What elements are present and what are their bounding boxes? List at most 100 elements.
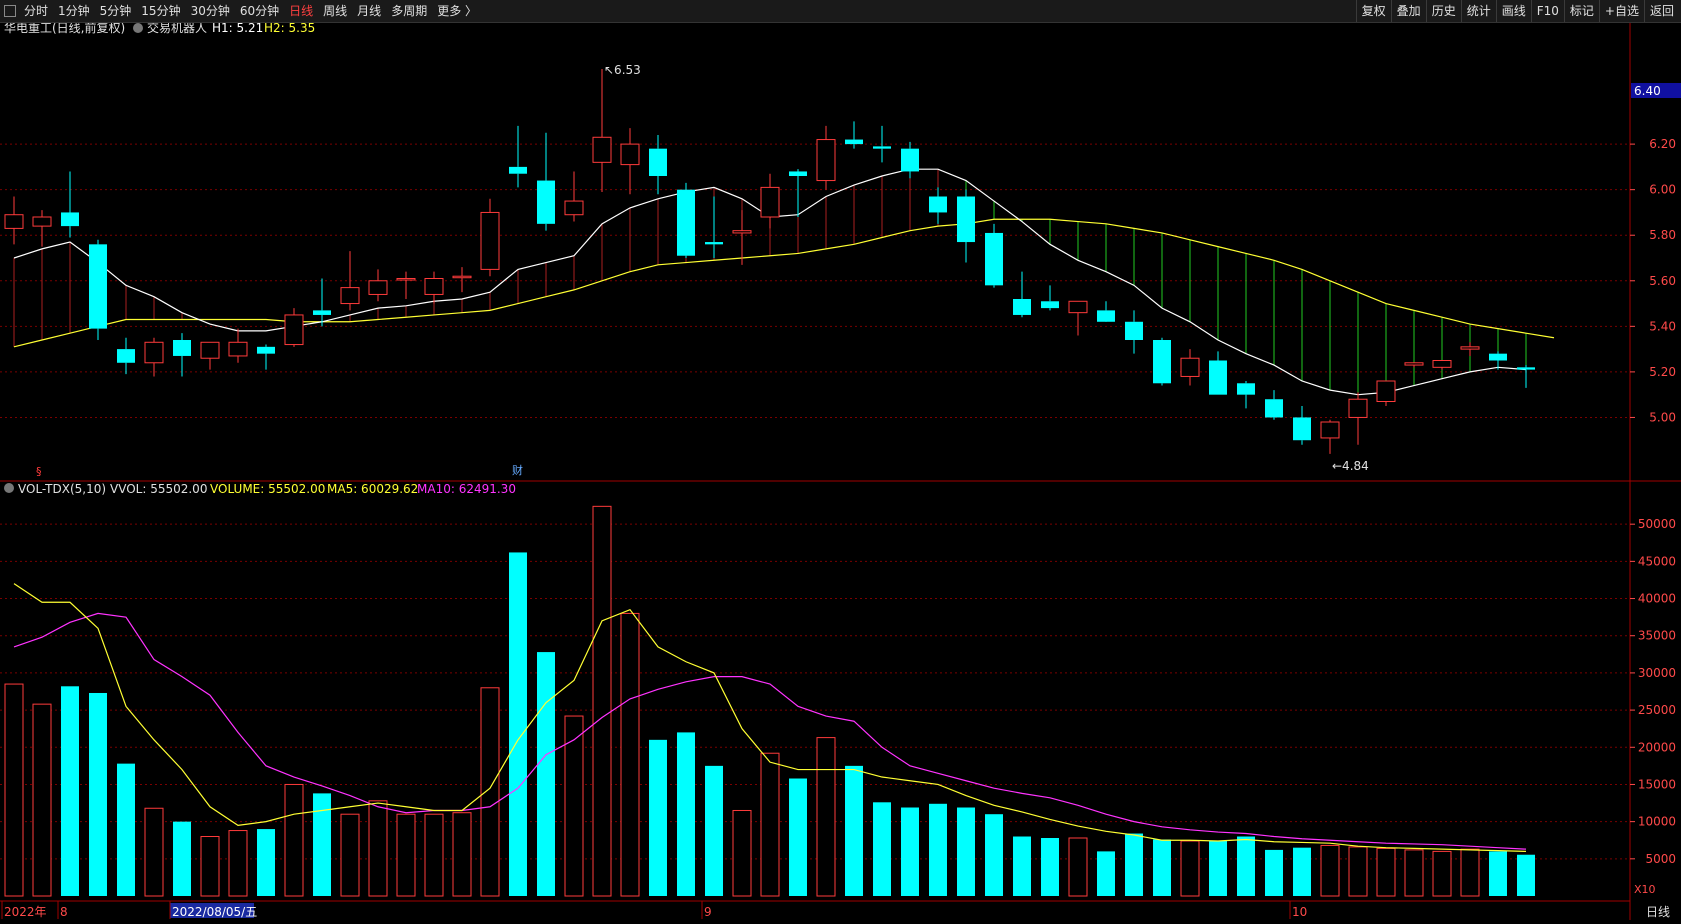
kline-chart[interactable]: 5.00 5.20 5.40 5.60 5.80 6.00 6.20 5000 10000 150… [0, 20, 1681, 920]
time-label: 2022年 [4, 905, 47, 919]
toolbar-button[interactable]: 复权 [1355, 0, 1391, 22]
volume-tick-label: 30000 [1638, 666, 1676, 680]
vvol-value: VVOL: 55502.00 [110, 482, 207, 496]
period-tab[interactable]: 更多 〉 [437, 4, 478, 18]
volume-value: VOLUME: 55502.00 [210, 482, 325, 496]
period-tab[interactable]: 月线 [357, 4, 382, 18]
indicator-dropdown-icon [133, 23, 143, 33]
chart-area[interactable]: 5.00 5.20 5.40 5.60 5.80 6.00 6.20 5000 10000 150… [0, 20, 1681, 924]
volume-bar [32, 703, 52, 897]
candle-body [1153, 340, 1171, 384]
candle-body [1013, 299, 1031, 315]
toolbar-button[interactable]: 统计 [1460, 0, 1496, 22]
period-tab[interactable]: 周线 [323, 4, 348, 18]
period-label: 日线 [1646, 905, 1670, 919]
period-tab[interactable]: 15分钟 [141, 4, 181, 18]
volume-tick-label: 50000 [1638, 517, 1676, 531]
toolbar-button[interactable]: 历史 [1425, 0, 1461, 22]
volume-bar [732, 809, 752, 897]
candle-body [1097, 310, 1115, 322]
volume-bar [228, 830, 248, 897]
candle-body [1237, 383, 1255, 395]
volume-bar [1404, 849, 1424, 897]
volume-bar [677, 732, 695, 896]
volume-bar [1097, 851, 1115, 896]
volume-bar [537, 652, 555, 896]
candle-body [4, 214, 24, 229]
volume-bar [985, 814, 1003, 896]
toolbar-button[interactable]: 标记 [1563, 0, 1599, 22]
volume-bar [1153, 839, 1171, 896]
period-tab[interactable]: 60分钟 [239, 4, 280, 18]
vol-ma10-line [13, 612, 1527, 850]
volume-bar [480, 687, 500, 897]
candle-body [1265, 399, 1283, 418]
volume-bar [313, 793, 331, 896]
candle-body [1293, 417, 1311, 441]
volume-bar [1376, 847, 1396, 897]
candle-body [368, 280, 388, 295]
candle-body [1404, 362, 1424, 366]
volume-bar [705, 765, 723, 896]
h1-value: H1: 5.21 [212, 23, 263, 35]
period-tab[interactable]: 1分钟 [58, 4, 90, 18]
volume-bar [284, 783, 304, 897]
time-label: 10 [1292, 905, 1307, 919]
candle-body [313, 310, 331, 315]
volume-bar [929, 803, 947, 896]
candle-body [340, 287, 360, 305]
candle-body [620, 143, 640, 166]
fin-badge: 财 [512, 463, 523, 477]
candle-body [816, 139, 836, 182]
volume-bar [845, 765, 863, 896]
candle-body [1041, 301, 1059, 309]
candle-body [873, 146, 891, 149]
candle-body [1432, 360, 1452, 368]
volume-bar [396, 813, 416, 897]
volume-bar [200, 836, 220, 897]
volume-bar [117, 763, 135, 896]
volume-bar [452, 812, 472, 897]
volume-bar [61, 686, 79, 896]
toolbar-button[interactable]: +自选 [1598, 0, 1644, 22]
toolbar-button[interactable]: 叠加 [1390, 0, 1426, 22]
volume-bar [1265, 849, 1283, 896]
volume-tick-label: 35000 [1638, 629, 1676, 643]
candle-body [89, 244, 107, 329]
volume-bar [1125, 833, 1143, 896]
volume-bar [1237, 836, 1255, 896]
volume-tick-label: 25000 [1638, 703, 1676, 717]
toolbar-right-buttons: 复权 叠加 历史 统计 画线 F10 标记 +自选 返回 [1355, 0, 1679, 22]
period-tab[interactable]: 30分钟 [190, 4, 230, 18]
candle-body [789, 171, 807, 176]
candle-body [592, 136, 612, 163]
toolbar-button[interactable]: 返回 [1643, 0, 1679, 22]
period-tab[interactable]: 分时 [24, 4, 49, 18]
x10-label: X10 [1634, 883, 1656, 896]
period-tab[interactable]: 多周期 [391, 4, 428, 18]
candle-body [1348, 398, 1368, 418]
volume-bar [592, 505, 612, 897]
high-marker: ↖6.53 [604, 63, 641, 77]
candle-body [32, 216, 52, 227]
candle-body [1489, 353, 1507, 361]
price-tick-label: 5.40 [1649, 319, 1676, 333]
volume-bar [620, 612, 640, 897]
period-tab[interactable]: 日线 [289, 4, 314, 18]
price-tick-label: 5.20 [1649, 365, 1676, 379]
price-tick-label: 5.80 [1649, 228, 1676, 242]
volume-bar [1068, 837, 1088, 897]
h2-value: H2: 5.35 [264, 23, 315, 35]
period-tab[interactable]: 5分钟 [99, 4, 132, 18]
volume-bar [1320, 844, 1340, 897]
candle-body [732, 230, 752, 234]
candle-body [537, 180, 555, 224]
candle-body [649, 148, 667, 176]
toolbar-button[interactable]: 画线 [1495, 0, 1531, 22]
menu-icon[interactable] [4, 5, 16, 17]
toolbar-button[interactable]: F10 [1530, 0, 1564, 22]
candle-body [901, 148, 919, 172]
candle-body [1125, 321, 1143, 340]
candle-body [452, 275, 472, 279]
volume-bar [424, 813, 444, 897]
